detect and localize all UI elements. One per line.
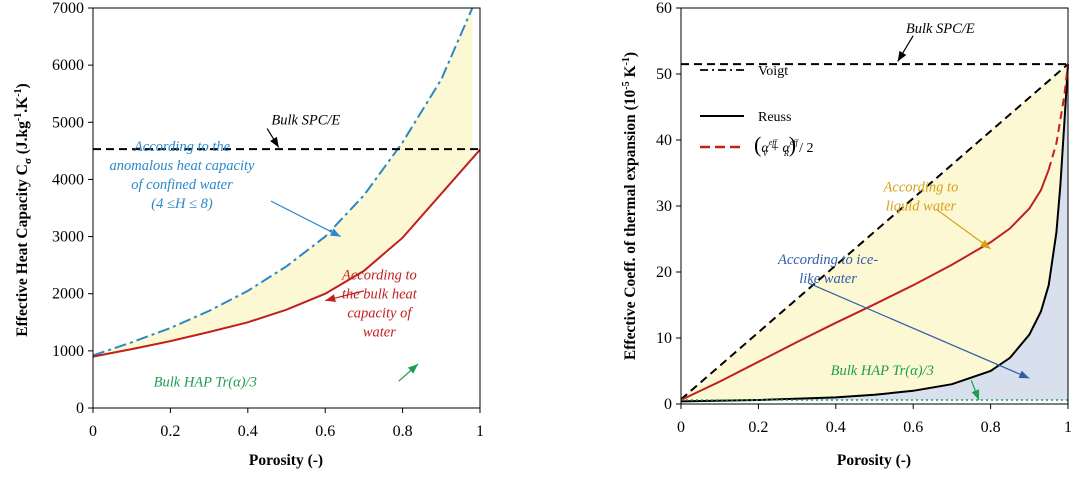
left-series-anomalous <box>92 7 474 357</box>
left-annotation-arrowhead-2 <box>325 294 336 303</box>
right-annotation-arrow-2 <box>808 282 1030 379</box>
right-x-tick-label: 0 <box>677 419 685 436</box>
right-annotation-arrow-1 <box>936 208 991 250</box>
right-annotation-arrowhead-0 <box>897 50 907 62</box>
left-y-tick-label: 1000 <box>52 343 84 360</box>
right-x-axis-title: Porosity (-) <box>837 452 911 469</box>
right-x-tick-label: 0.4 <box>826 419 846 436</box>
right-series-average <box>680 169 1050 401</box>
left-annotation-0: Bulk SPC/E <box>271 113 340 129</box>
left-x-tick-label: 0.4 <box>238 423 258 440</box>
right-x-tick-label: 0.8 <box>981 419 1001 436</box>
left-annotation-arrowhead-1 <box>329 228 341 237</box>
left-x-tick-label: 1 <box>476 423 484 440</box>
right-x-ticks: 0 0.2 0.4 0.6 0.8 1 <box>677 404 1072 436</box>
legend-average-label: (αeff V + αeff R)/ 2 <box>754 132 813 158</box>
right-annotation-arrowhead-2 <box>1018 370 1030 379</box>
right-y-tick-label: 50 <box>656 66 672 83</box>
right-x-tick-label: 0.6 <box>903 419 923 436</box>
right-y-tick-label: 60 <box>656 0 672 17</box>
legend: Voigt Reuss (αeff V + αeff R)/ 2 <box>700 64 813 158</box>
left-y-ticks: 0 1000 2000 3000 4000 5000 6000 7000 <box>52 0 93 417</box>
right-chart: 0 0.2 0.4 0.6 0.8 1 0 10 20 30 40 50 60 Porosity (-… <box>621 0 1072 469</box>
left-annotation-3: Bulk HAP Tr(α)/3 <box>154 374 257 390</box>
left-y-tick-label: 2000 <box>52 286 84 303</box>
right-y-tick-label: 10 <box>656 330 672 347</box>
right-series-voigt <box>680 63 1069 401</box>
left-y-tick-label: 6000 <box>52 57 84 74</box>
left-y-axis-title: Effective Heat Capacity Cσ (J.kg-1.K-1) <box>13 83 34 336</box>
left-annotation-arrowhead-0 <box>270 136 279 148</box>
right-y-tick-label: 40 <box>656 132 672 149</box>
left-chart: 0 0.2 0.4 0.6 0.8 1 0 1000 2000 3000 4000 5000 6000… <box>13 0 484 469</box>
left-y-tick-label: 7000 <box>52 0 84 17</box>
left-y-tick-label: 4000 <box>52 171 84 188</box>
right-x-tick-label: 0.2 <box>748 419 768 436</box>
right-series-reuss <box>680 64 1069 403</box>
left-annotation-arrow-1 <box>270 200 341 238</box>
left-y-tick-label: 3000 <box>52 229 84 246</box>
left-x-tick-label: 0.2 <box>160 423 180 440</box>
left-plot-frame <box>92 7 481 409</box>
left-x-tick-label: 0.8 <box>393 423 413 440</box>
right-annotation-2: According to ice-like water <box>777 252 878 287</box>
right-annotation-0: Bulk SPC/E <box>906 21 975 37</box>
right-y-axis-title: Effective Coeff. of thermal expansion (1… <box>621 52 639 360</box>
right-y-tick-label: 30 <box>656 198 672 215</box>
left-annotation-1: According to the anomalous heat capacity o… <box>110 139 256 212</box>
right-shaded-region-1 <box>681 64 1068 402</box>
left-x-axis-title: Porosity (-) <box>249 452 323 469</box>
left-series-bulk <box>92 149 481 358</box>
right-annotation-arrowhead-3 <box>971 389 980 401</box>
right-y-tick-label: 0 <box>664 396 672 413</box>
left-x-tick-label: 0 <box>89 423 97 440</box>
legend-reuss-label: Reuss <box>758 110 791 125</box>
left-y-tick-label: 5000 <box>52 114 84 131</box>
right-annotation-3: Bulk HAP Tr(α)/3 <box>831 363 934 379</box>
left-x-ticks: 0 0.2 0.4 0.6 0.8 1 <box>89 408 484 440</box>
left-annotation-arrowhead-3 <box>407 364 419 374</box>
right-x-tick-label: 1 <box>1064 419 1072 436</box>
right-plot-content <box>680 63 1069 403</box>
left-annotations: Bulk SPC/E According to the anomalous heat… <box>110 113 419 390</box>
legend-voigt-label: Voigt <box>758 64 788 79</box>
left-annotation-2: According to the bulk heat capacity of wate… <box>341 267 418 340</box>
left-y-tick-label: 0 <box>76 400 84 417</box>
left-plot-content <box>92 7 481 358</box>
left-x-tick-label: 0.6 <box>315 423 335 440</box>
right-annotation-arrowhead-1 <box>980 239 991 249</box>
left-shaded-region-0 <box>93 8 473 357</box>
right-y-tick-label: 20 <box>656 264 672 281</box>
right-y-ticks: 0 10 20 30 40 50 60 <box>656 0 681 413</box>
right-series-average_dashed <box>1047 63 1069 170</box>
